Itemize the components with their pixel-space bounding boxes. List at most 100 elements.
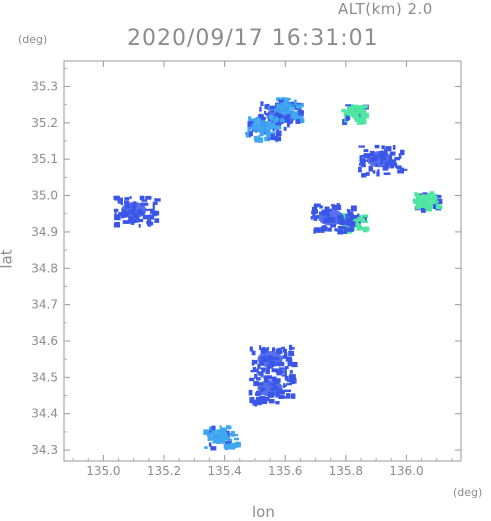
echo-pixel — [249, 130, 253, 137]
echo-pixel — [143, 202, 149, 206]
echo-pixel — [350, 221, 356, 228]
echo-pixel — [258, 371, 264, 376]
echo-pixel — [357, 226, 363, 231]
echo-pixel — [259, 395, 266, 401]
echo-pixel — [347, 211, 354, 215]
echo-pixel — [152, 201, 158, 205]
echo-pixel — [251, 350, 256, 356]
echo-pixel — [254, 136, 261, 143]
echo-pixel — [265, 369, 270, 375]
echo-pixel — [368, 166, 374, 172]
echo-pixel — [358, 145, 366, 148]
echo-pixel — [284, 375, 289, 381]
echo-pixel — [415, 205, 421, 210]
echo-pixel — [360, 107, 364, 113]
echo-pixel — [377, 169, 380, 172]
echo-pixel — [290, 393, 296, 399]
echo-pixel — [290, 118, 293, 124]
echo-pixel — [362, 226, 369, 231]
echo-pixel — [204, 446, 208, 449]
echo-pixel — [344, 114, 351, 121]
echo-pixel — [432, 204, 437, 209]
echo-pixel — [216, 440, 224, 444]
echo-pixel — [363, 153, 370, 159]
echo-pixel — [274, 127, 278, 131]
echo-pixel — [230, 438, 233, 442]
echo-pixel — [395, 165, 401, 168]
echo-pixel — [154, 198, 161, 202]
echo-pixel — [252, 360, 258, 365]
echo-pixel — [381, 145, 385, 150]
echo-pixel — [251, 359, 255, 366]
echo-pixel — [330, 224, 337, 228]
y-tick-label: 35.1 — [31, 152, 58, 166]
echo-pixel — [136, 216, 140, 223]
echo-pixel — [372, 170, 376, 174]
echo-pixel — [203, 429, 209, 435]
y-tick-label: 34.3 — [31, 443, 58, 457]
echo-pixel — [271, 347, 276, 352]
echo-pixel — [249, 397, 254, 404]
echo-pixel — [210, 446, 217, 451]
echo-pixel — [286, 379, 293, 383]
echo-pixel — [273, 108, 276, 113]
echo-pixel — [152, 210, 160, 216]
echo-pixel — [277, 361, 285, 367]
echo-pixel — [278, 389, 285, 395]
echo-pixel — [260, 400, 268, 405]
echo-pixel — [269, 118, 277, 121]
echo-pixel — [253, 135, 258, 141]
echo-pixel — [140, 202, 145, 206]
timestamp-label: 2020/09/17 16:31:01 — [127, 26, 379, 51]
echo-pixel — [286, 122, 290, 128]
x-tick-label: 135.2 — [147, 464, 181, 478]
echo-pixel — [275, 119, 282, 125]
echo-pixel — [360, 155, 365, 158]
echo-pixel — [275, 349, 280, 354]
echo-pixel — [270, 400, 273, 404]
echo-pixel — [263, 117, 267, 120]
echo-pixel — [259, 345, 262, 350]
echo-pixel — [268, 134, 275, 140]
echo-pixel — [400, 149, 405, 156]
echo-pixel — [350, 214, 358, 219]
echo-pixel — [256, 390, 259, 396]
echo-pixel — [435, 198, 443, 205]
echo-pixel — [261, 368, 266, 373]
echo-core — [208, 429, 229, 442]
echo-pixel — [346, 222, 352, 227]
echo-pixel — [430, 197, 434, 200]
y-tick-label: 34.6 — [31, 334, 58, 348]
echo-cell-strong — [412, 191, 443, 213]
y-tick-label: 34.9 — [31, 225, 58, 239]
echo-pixel — [227, 426, 232, 430]
echo-pixel — [360, 218, 366, 223]
echo-pixel — [350, 205, 357, 212]
echo-pixel — [256, 370, 260, 374]
echo-pixel — [277, 113, 283, 119]
x-tick-label: 135.4 — [207, 464, 241, 478]
echo-pixel — [357, 221, 361, 226]
y-tick-label: 34.4 — [31, 407, 58, 421]
echo-pixel — [389, 151, 396, 156]
echo-pixel — [338, 227, 343, 231]
echo-pixel — [382, 165, 389, 171]
echo-pixel — [281, 346, 286, 350]
echo-pixel — [297, 105, 301, 110]
echo-pixel — [219, 425, 222, 431]
echo-pixel — [417, 204, 425, 209]
echo-pixel — [262, 396, 270, 402]
echo-pixel — [275, 130, 282, 137]
echo-pixel — [264, 104, 268, 110]
echo-pixel — [114, 215, 118, 218]
echo-pixel — [252, 368, 259, 372]
echo-pixel — [147, 222, 152, 227]
echo-pixel — [284, 389, 292, 393]
echo-pixel — [343, 220, 348, 224]
echo-pixel — [124, 197, 130, 201]
echo-pixel — [332, 205, 336, 209]
echo-pixel — [345, 104, 351, 107]
echo-pixel — [264, 348, 269, 353]
echo-pixel — [287, 97, 291, 101]
echo-pixel — [249, 346, 253, 352]
